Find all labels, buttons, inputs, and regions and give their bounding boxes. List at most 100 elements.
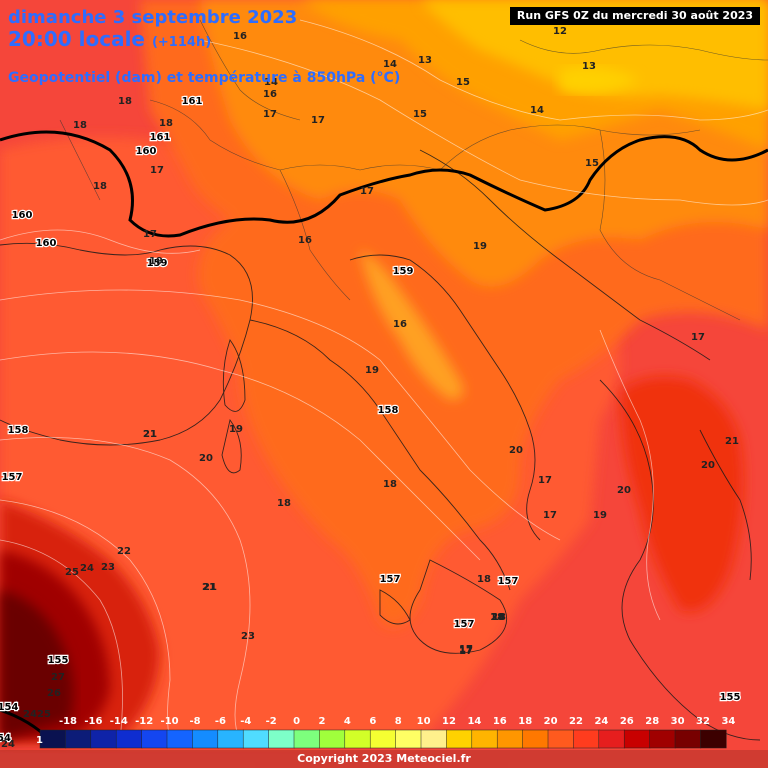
legend-swatch <box>573 729 600 749</box>
temperature-label: 18 <box>277 498 291 509</box>
legend-swatch <box>65 729 92 749</box>
temperature-label: 19 <box>365 365 379 376</box>
forecast-date: dimanche 3 septembre 2023 <box>8 7 298 28</box>
legend-tick-label: 28 <box>645 716 659 727</box>
temperature-label: 16 <box>233 31 247 42</box>
temperature-label: 18 <box>383 479 397 490</box>
legend-swatch <box>674 729 702 749</box>
legend-swatch <box>217 729 244 749</box>
temperature-label: 24 <box>1 739 15 750</box>
temperature-label: 17 <box>150 165 164 176</box>
forecast-time: 20:00 locale (+114h) <box>8 28 297 54</box>
temperature-label: 19 <box>473 241 487 252</box>
legend-swatch <box>369 729 397 749</box>
temperature-label: 18 <box>159 118 173 129</box>
temperature-label: 17 <box>538 475 552 486</box>
geopotential-label: 158 <box>378 405 399 416</box>
temperature-label: 17 <box>543 510 557 521</box>
legend-swatch <box>649 729 676 749</box>
temperature-label: 15 <box>413 109 427 120</box>
legend-swatch <box>90 729 117 749</box>
temperature-label: 16 <box>263 89 277 100</box>
legend-swatch <box>242 729 270 749</box>
legend-swatch <box>623 729 651 749</box>
temperature-label: 20 <box>199 453 213 464</box>
temperature-label: 19 <box>149 256 163 267</box>
temperature-label: 18 <box>477 574 491 585</box>
temperature-label: 18 <box>118 96 132 107</box>
legend-tick-label: -10 <box>161 716 179 727</box>
legend-tick-label: 22 <box>569 716 583 727</box>
temperature-label: 13 <box>582 61 596 72</box>
temperature-label: 20 <box>701 460 715 471</box>
forecast-header: dimanche 3 septembre 2023 20:00 locale (… <box>8 8 297 54</box>
footer-strip <box>0 750 768 768</box>
temperature-legend: -18 -16 -14 -12 -10 -8 -6 -4 -2 0 2 4 6 8 10 12 14 16 18 20… <box>36 716 735 749</box>
legend-tick-label: 8 <box>395 716 402 727</box>
run-info-box: Run GFS 0Z du mercredi 30 août 2023 <box>510 7 760 25</box>
legend-tick-label: -18 <box>59 716 77 727</box>
temperature-label: 20 <box>617 485 631 496</box>
forecast-time-label: 20:00 locale <box>8 27 145 51</box>
legend-tick-label: 10 <box>417 716 431 727</box>
legend-swatch <box>547 729 575 749</box>
legend-swatch <box>293 729 321 749</box>
legend-tick-label: 4 <box>344 716 351 727</box>
legend-tick-label: -6 <box>215 716 226 727</box>
legend-tick-label: 12 <box>442 716 456 727</box>
temperature-label: 23 <box>101 562 115 573</box>
temperature-label: 15 <box>456 77 470 88</box>
legend-swatch <box>700 729 727 749</box>
legend-tick-label: -4 <box>240 716 251 727</box>
geopotential-label: 161 <box>182 96 203 107</box>
legend-tick-label: 0 <box>293 716 300 727</box>
legend-tick-label: -16 <box>84 716 102 727</box>
temperature-label: 24 <box>80 563 94 574</box>
legend-tick-label: -2 <box>266 716 277 727</box>
geopotential-label: 159 <box>393 266 414 277</box>
legend-swatch <box>166 729 194 749</box>
map-subtitle: Geopotentiel (dam) et température à 850h… <box>8 70 401 86</box>
geopotential-label: 155 <box>720 692 741 703</box>
temperature-label: 17 <box>459 644 473 655</box>
legend-tick-label: 26 <box>620 716 634 727</box>
temperature-label: 21 <box>143 429 157 440</box>
temperature-label: 18 <box>73 120 87 131</box>
geopotential-label: 157 <box>498 576 519 587</box>
borders <box>59 19 768 321</box>
geopotential-label: 157 <box>380 574 401 585</box>
legend-tick-label: 18 <box>518 716 532 727</box>
temperature-label: 23 <box>241 631 255 642</box>
temperature-label: 18 <box>492 612 506 623</box>
temperature-label: 26 <box>47 688 61 699</box>
geopotential-label: 160 <box>36 238 57 249</box>
geopotential-label: 159 <box>147 258 168 269</box>
legend-swatch <box>39 729 67 749</box>
legend-swatch <box>522 729 549 749</box>
temperature-label: 15 <box>585 158 599 169</box>
copyright-text: Copyright 2023 Meteociel.fr <box>297 752 471 765</box>
coastlines <box>0 149 761 741</box>
temperature-label: 12 <box>553 26 567 37</box>
temperature-label: 21 <box>143 429 157 440</box>
temperature-label: 22 <box>117 546 131 557</box>
temperature-label: 24 <box>23 709 37 720</box>
temperature-label: 17 <box>459 646 473 657</box>
legend-swatch <box>395 729 422 749</box>
legend-tick-label: 2 <box>319 716 326 727</box>
geopotential-label: 161 <box>150 132 171 143</box>
geopotential-label: 154 <box>0 702 18 713</box>
temperature-label: 17 <box>311 115 325 126</box>
legend-tick-label: 20 <box>544 716 558 727</box>
geopotential-label: 160 <box>136 146 157 157</box>
legend-swatch <box>268 729 295 749</box>
legend-tick-label: 6 <box>369 716 376 727</box>
legend-tick-label: 24 <box>594 716 608 727</box>
geopotential-label: 54 <box>0 733 11 744</box>
temperature-label: 19 <box>593 510 607 521</box>
legend-tick-label: 32 <box>696 716 710 727</box>
temperature-label: 21 <box>203 582 217 593</box>
temperature-label: 14 <box>530 105 544 116</box>
